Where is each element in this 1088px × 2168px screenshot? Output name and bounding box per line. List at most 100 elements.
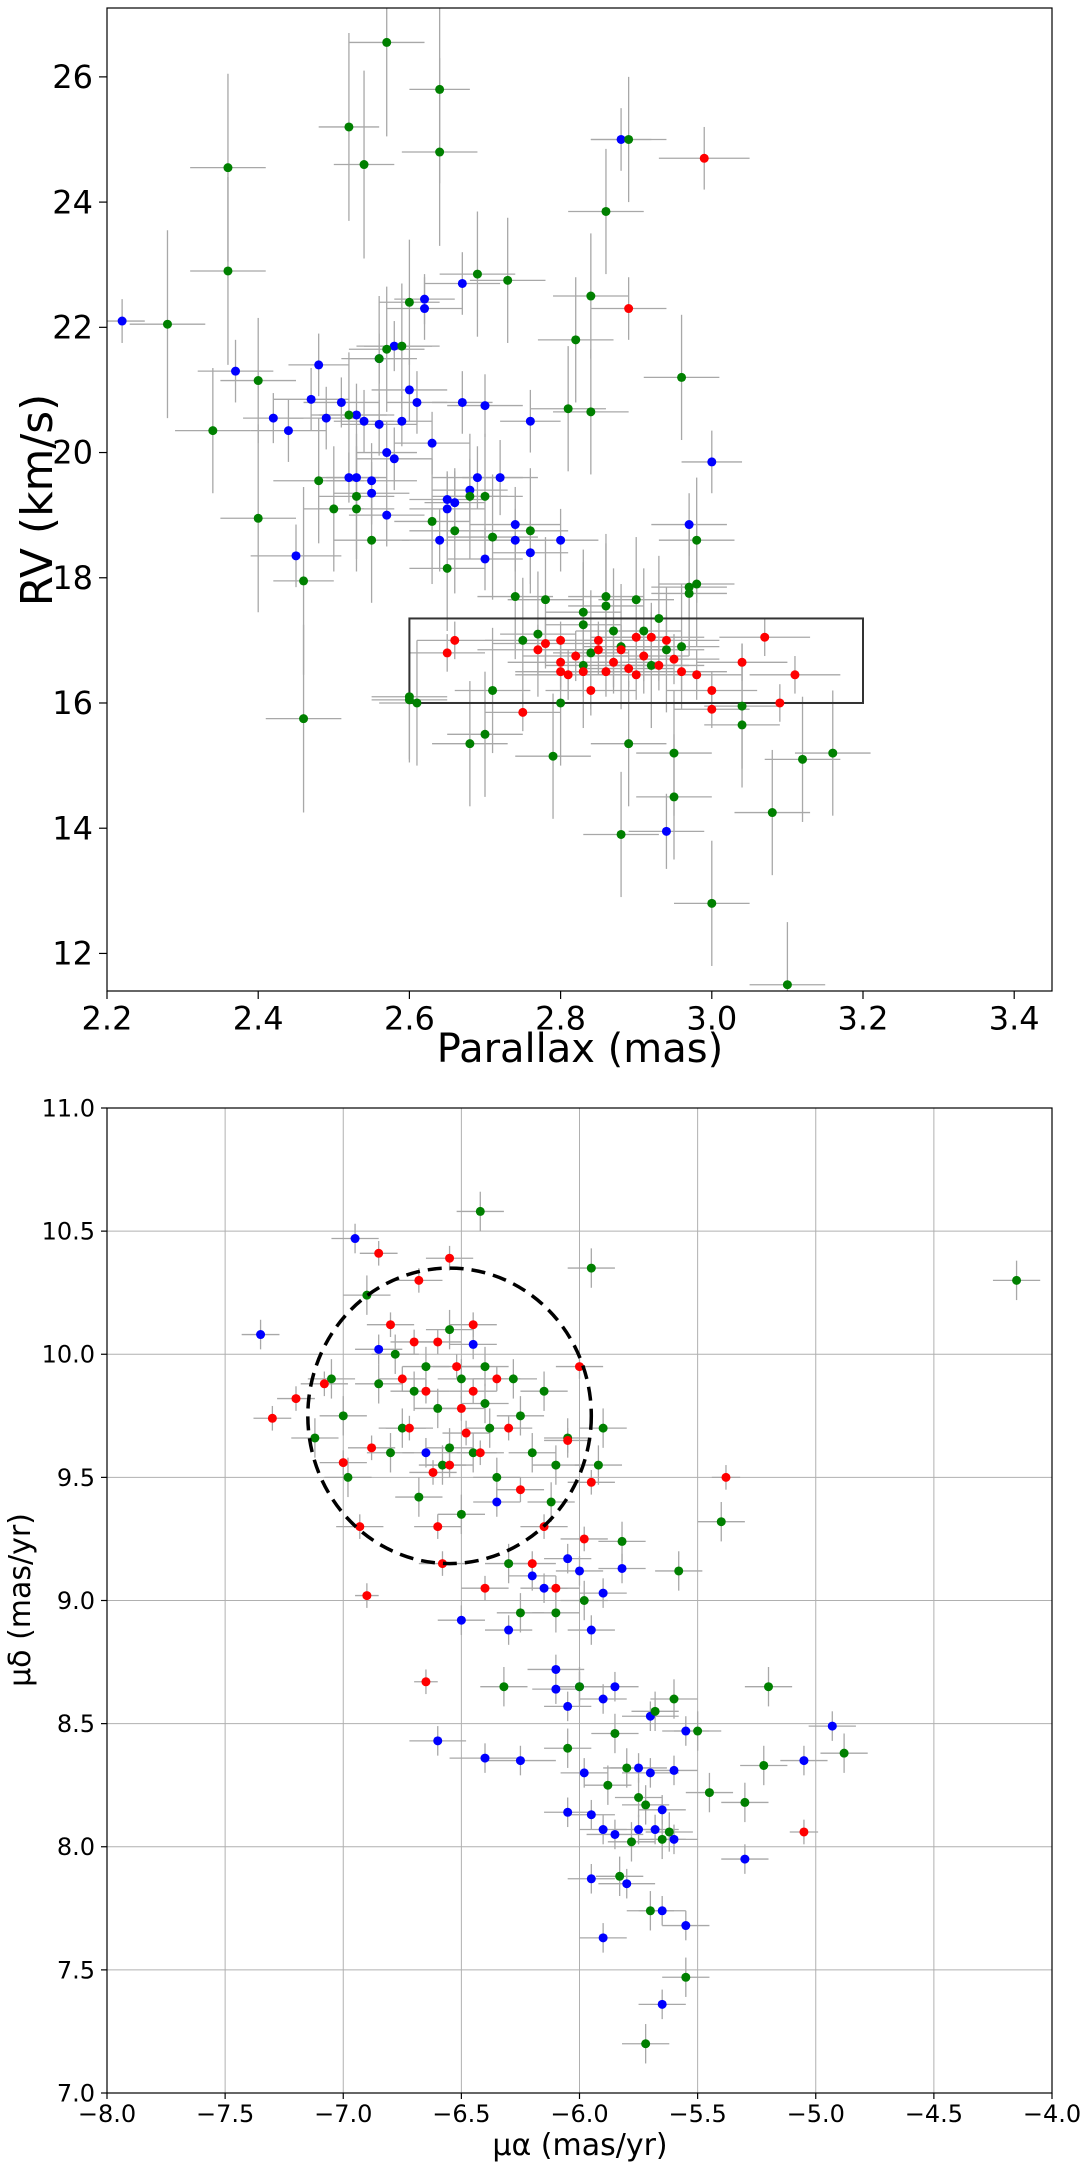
data-point-red	[790, 670, 800, 680]
data-point-blue	[681, 1726, 691, 1736]
data-point-green	[465, 491, 475, 501]
data-point-green	[162, 319, 172, 329]
data-point-blue	[539, 1583, 549, 1593]
data-point-green	[669, 792, 679, 802]
data-point-green	[563, 404, 573, 414]
data-point-blue	[563, 1554, 573, 1564]
data-point-blue	[231, 366, 241, 376]
data-point-green	[338, 1411, 348, 1421]
data-point-green	[677, 372, 687, 382]
data-point-green	[310, 1433, 320, 1443]
data-point-blue	[617, 1563, 627, 1573]
rv-parallax-points	[117, 37, 838, 990]
data-point-blue	[586, 1874, 596, 1884]
data-point-green	[540, 595, 550, 605]
data-point-red	[707, 704, 717, 714]
data-point-green	[578, 620, 588, 630]
data-point-green	[661, 645, 671, 655]
data-point-green	[639, 626, 649, 636]
data-point-green	[684, 582, 694, 592]
data-point-green	[609, 626, 619, 636]
data-point-green	[759, 1760, 769, 1770]
data-point-red	[445, 1460, 455, 1470]
data-point-blue	[321, 413, 331, 423]
data-point-red	[414, 1275, 424, 1285]
data-point-blue	[616, 134, 626, 144]
data-point-blue	[657, 1906, 667, 1916]
data-point-blue	[579, 1768, 589, 1778]
data-point-red	[404, 1423, 414, 1433]
data-point-green	[329, 504, 339, 514]
data-point-green	[427, 516, 437, 526]
x-tick-label: −4.5	[905, 2100, 963, 2128]
data-point-green	[692, 535, 702, 545]
data-point-green	[563, 1743, 573, 1753]
data-point-blue	[598, 1933, 608, 1943]
x-tick-label: 2.2	[82, 999, 133, 1037]
data-point-green	[654, 613, 664, 623]
data-point-green	[737, 720, 747, 730]
data-point-blue	[457, 397, 467, 407]
data-point-green	[351, 491, 361, 501]
x-tick-label: 2.8	[535, 999, 586, 1037]
data-point-red	[609, 657, 619, 667]
data-point-red	[527, 1559, 537, 1569]
y-tick-label: 26	[52, 58, 93, 96]
x-tick-label: 3.2	[838, 999, 889, 1037]
data-point-green	[299, 576, 309, 586]
data-point-blue	[382, 448, 392, 458]
cluster-selection-circle	[306, 1266, 594, 1566]
data-point-green	[442, 563, 452, 573]
data-point-green	[693, 1726, 703, 1736]
data-point-blue	[435, 535, 445, 545]
data-point-blue	[634, 1763, 644, 1773]
data-point-red	[433, 1522, 443, 1532]
data-point-red	[397, 1374, 407, 1384]
data-point-blue	[421, 1448, 431, 1458]
data-point-blue	[433, 1736, 443, 1746]
data-point-red	[571, 651, 581, 661]
data-point-green	[634, 1793, 644, 1802]
data-point-blue	[707, 457, 717, 467]
data-point-red	[319, 1379, 329, 1389]
data-point-green	[456, 1509, 466, 1519]
y-tick-label: 7.5	[57, 1956, 95, 1984]
data-point-green	[485, 1423, 495, 1433]
selection-box	[408, 617, 864, 704]
proper-motion-plot: −8.0 −7.5 −7.0 −6.5 −6.0 −5.5 −5.0 −4.5 −4.0 7.0…	[3, 1094, 1081, 2163]
data-point-red	[563, 670, 573, 680]
data-point-blue	[799, 1756, 809, 1766]
data-point-green	[374, 1379, 384, 1389]
data-point-green	[382, 37, 392, 47]
data-point-blue	[374, 1344, 384, 1354]
rv-parallax-plot: 2.2 2.4 2.6 2.8 3.0 3.2 3.4 12 14 16 18 20 22 24 26 P…	[12, 7, 1053, 1072]
data-point-green	[397, 1423, 407, 1433]
data-point-red	[374, 1248, 384, 1258]
data-point-green	[253, 513, 263, 523]
data-point-red	[586, 685, 596, 695]
data-point-blue	[456, 1615, 466, 1625]
data-point-green	[435, 84, 445, 94]
y-tick-label: 8.5	[57, 1710, 95, 1738]
data-point-green	[480, 1399, 490, 1408]
data-point-green	[475, 1206, 485, 1216]
data-point-green	[386, 1448, 395, 1458]
data-point-blue	[622, 1879, 632, 1889]
rv-parallax-x-axis-label: Parallax (mas)	[437, 1026, 723, 1072]
data-point-green	[437, 1460, 447, 1470]
y-tick-label: 18	[52, 559, 93, 597]
data-point-green	[367, 535, 377, 545]
data-point-green	[508, 1374, 518, 1384]
data-point-green	[456, 1374, 466, 1384]
x-tick-label: 3.4	[989, 999, 1040, 1037]
data-point-red	[799, 1827, 809, 1837]
data-point-red	[556, 667, 566, 677]
data-point-red	[586, 1477, 596, 1487]
data-point-red	[409, 1337, 419, 1347]
data-point-green	[626, 1837, 636, 1847]
data-point-blue	[397, 416, 407, 426]
data-point-green	[669, 748, 679, 758]
data-point-green	[445, 1325, 455, 1335]
data-point-red	[421, 1677, 431, 1687]
